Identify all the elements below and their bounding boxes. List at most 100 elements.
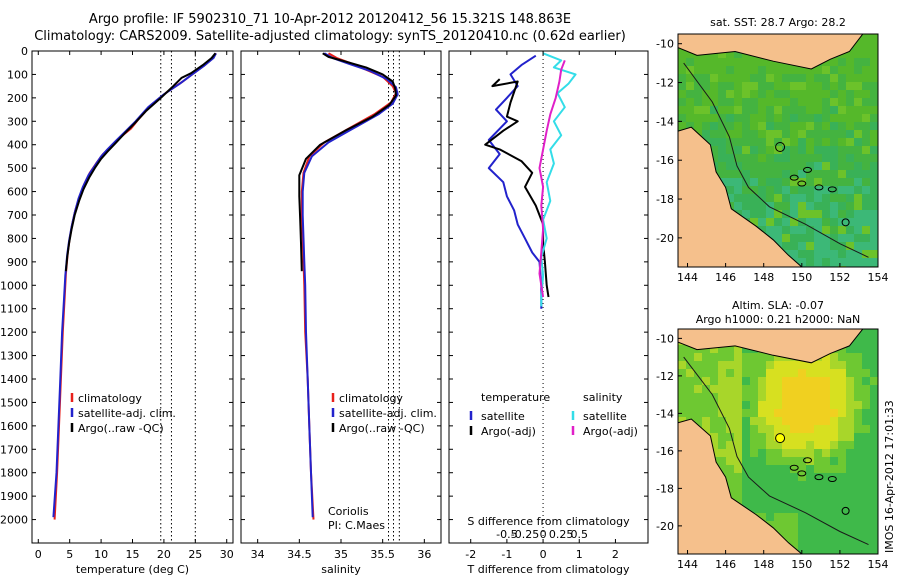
series-line-temperature-argo-adj- [484, 78, 550, 298]
map-cell [822, 218, 830, 226]
map-x-tick-label: 154 [868, 271, 889, 284]
map-cell [798, 457, 806, 465]
map-cell [710, 130, 718, 138]
map-cell [870, 170, 878, 178]
map-cell [702, 66, 710, 74]
map-cell [790, 449, 798, 457]
map-cell [814, 489, 822, 497]
map-cell [798, 66, 806, 74]
map-cell [846, 401, 854, 409]
map-cell [806, 194, 814, 202]
map-cell [854, 194, 862, 202]
map-cell [790, 497, 798, 505]
map-cell [718, 417, 726, 425]
map-cell [830, 242, 838, 250]
map-cell [798, 114, 806, 122]
map-cell [814, 82, 822, 90]
map-cell [750, 457, 758, 465]
map-cell [766, 449, 774, 457]
map-cell [766, 146, 774, 154]
map-cell [846, 130, 854, 138]
map-cell [870, 457, 878, 465]
x-tick-label: 36 [417, 548, 431, 561]
reef-outline [789, 464, 799, 471]
map-cell [790, 194, 798, 202]
map-cell [830, 433, 838, 441]
map-cell [702, 82, 710, 90]
map-cell [854, 545, 862, 553]
map-cell [686, 98, 694, 106]
map-cell [718, 433, 726, 441]
map-cell [870, 481, 878, 489]
map-cell [830, 481, 838, 489]
map-cell [830, 170, 838, 178]
map-cell [806, 545, 814, 553]
series-line-argo-raw-qc- [64, 52, 217, 272]
map-cell [862, 258, 870, 266]
map-cell [758, 497, 766, 505]
map-cell [846, 170, 854, 178]
map-cell [766, 74, 774, 82]
series-line-satellite-adj-clim- [52, 52, 217, 518]
map-cell [774, 138, 782, 146]
map-cell [742, 194, 750, 202]
map-cell [710, 385, 718, 393]
map-cell [790, 210, 798, 218]
map-cell [758, 481, 766, 489]
map-cell [798, 497, 806, 505]
map-cell [782, 138, 790, 146]
map-cell [702, 369, 710, 377]
map-cell [766, 162, 774, 170]
map-cell [678, 361, 686, 369]
map-cell [854, 481, 862, 489]
map-cell [870, 106, 878, 114]
map-cell [830, 154, 838, 162]
map-cell [774, 441, 782, 449]
map-cell [758, 170, 766, 178]
y-tick-label: 1700 [0, 443, 28, 456]
map-cell [830, 90, 838, 98]
map-cell [846, 433, 854, 441]
map-cell [806, 409, 814, 417]
map-cell [742, 489, 750, 497]
map-cell [790, 441, 798, 449]
map-cell [734, 130, 742, 138]
map-cell [854, 345, 862, 353]
map-cell [782, 449, 790, 457]
map-cell [742, 433, 750, 441]
x-tick-label: 34.5 [287, 548, 312, 561]
map-x-tick-label: 152 [829, 558, 850, 571]
map-cell [758, 178, 766, 186]
map-cell [678, 114, 686, 122]
map-cell [854, 234, 862, 242]
map-cell [766, 465, 774, 473]
map-cell [750, 162, 758, 170]
map-cell [782, 178, 790, 186]
map-cell [742, 497, 750, 505]
map-cell [758, 154, 766, 162]
map-cell [686, 393, 694, 401]
map-cell [734, 345, 742, 353]
map-cell [734, 154, 742, 162]
map-cell [870, 250, 878, 258]
map-cell [830, 258, 838, 266]
map-cell [862, 537, 870, 545]
map-cell [822, 417, 830, 425]
map-cell [838, 489, 846, 497]
map-cell [774, 449, 782, 457]
legend-group-title: salinity [583, 391, 623, 404]
map-cell [726, 82, 734, 90]
map-cell [862, 42, 870, 50]
map-cell [822, 369, 830, 377]
map-cell [806, 537, 814, 545]
map-cell [694, 369, 702, 377]
map-cell [790, 505, 798, 513]
map-cell [742, 58, 750, 66]
map-cell [814, 529, 822, 537]
y-tick-label: 1900 [0, 490, 28, 503]
map-cell [830, 162, 838, 170]
map-y-tick-label: -12 [656, 370, 674, 383]
series-line-argo-raw-qc- [298, 52, 397, 272]
map-cell [774, 194, 782, 202]
map-cell [806, 481, 814, 489]
